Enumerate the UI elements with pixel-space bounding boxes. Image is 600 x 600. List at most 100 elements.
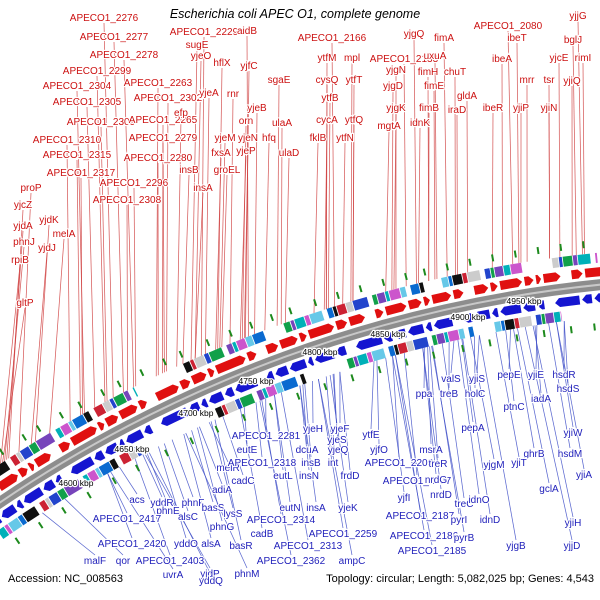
genome-tracks-layer	[0, 241, 600, 545]
feature-block	[127, 447, 139, 460]
tick-mark	[214, 425, 220, 433]
footer-accession: Accession: NC_008563	[8, 573, 123, 585]
label-connector	[146, 452, 169, 506]
gene-label-forward: tsr	[543, 75, 555, 86]
gene-arrow-reverse	[161, 407, 189, 426]
feature-block	[494, 265, 505, 278]
label-connector	[155, 87, 159, 377]
feature-block	[72, 414, 88, 429]
label-connector	[210, 421, 234, 509]
gene-arrow-forward	[17, 467, 28, 478]
label-connector	[548, 112, 551, 259]
feature-block	[55, 427, 65, 439]
label-connector	[532, 325, 574, 518]
gene-label-reverse: dcuA	[296, 445, 319, 456]
tick-mark	[559, 243, 563, 252]
feature-block	[93, 403, 107, 418]
gene-label-reverse: pepE	[497, 370, 521, 381]
feature-block	[60, 422, 73, 436]
tick-mark	[35, 425, 42, 433]
gene-label-reverse: yddQ	[199, 576, 223, 587]
gene-arrow-reverse	[0, 518, 3, 524]
label-connector	[427, 346, 432, 445]
tick-mark	[77, 401, 83, 409]
tick-mark	[58, 411, 64, 419]
gene-arrow-forward	[69, 426, 97, 446]
gene-label-forward: bglJ	[564, 35, 582, 46]
feature-block	[9, 454, 21, 466]
feature-block	[208, 347, 225, 362]
label-connector	[582, 62, 585, 255]
label-connector	[18, 192, 32, 452]
tick-mark	[350, 374, 355, 382]
label-connector	[548, 323, 571, 449]
gene-label-reverse: ppa	[416, 389, 433, 400]
feature-block	[299, 373, 307, 385]
gene-label-reverse: yjgB	[506, 541, 526, 552]
gene-label-reverse: pyrI	[451, 515, 468, 526]
gene-label-reverse: insN	[299, 471, 319, 482]
tick-mark	[61, 506, 67, 514]
gene-label-forward: yjgK	[386, 103, 406, 114]
feature-block	[44, 497, 54, 508]
feature-block	[443, 332, 450, 343]
label-connector	[64, 498, 124, 556]
gene-label-forward: ytfQ	[345, 115, 364, 126]
gene-label-forward: idnK	[410, 118, 430, 129]
feature-block	[514, 317, 520, 329]
gene-label-reverse: APECO1_2362	[257, 556, 326, 567]
gene-arrow-forward	[335, 319, 348, 330]
gene-label-forward: yjjG	[569, 11, 586, 22]
gene-label-forward: ytfT	[346, 75, 363, 86]
gene-label-reverse: nrdD	[430, 490, 452, 501]
label-connector	[0, 264, 21, 464]
gene-label-forward: APECO1_2280	[124, 153, 193, 164]
label-connector	[495, 331, 520, 458]
tick-mark	[323, 383, 328, 391]
gene-label-forward: yjeM	[214, 133, 235, 144]
gene-label-reverse: idnD	[480, 515, 501, 526]
label-connector	[450, 340, 455, 374]
gene-label-reverse: adiA	[212, 485, 232, 496]
gene-label-reverse: ptnC	[503, 402, 524, 413]
feature-block	[214, 406, 225, 418]
gene-label-reverse: gclA	[539, 484, 559, 495]
tick-mark	[491, 254, 495, 262]
label-connector	[313, 142, 319, 313]
gene-arrow-forward	[265, 342, 279, 354]
feature-block	[393, 344, 400, 355]
tick-mark	[431, 351, 436, 359]
gene-label-reverse: yjiE	[528, 370, 544, 381]
feature-block	[132, 387, 139, 397]
tick-mark	[268, 402, 274, 411]
feature-block	[232, 341, 239, 353]
feature-block	[0, 460, 11, 476]
feature-block	[500, 320, 506, 331]
gene-label-reverse: APECO1_2259	[309, 529, 378, 540]
tick-mark	[134, 464, 141, 472]
label-connector	[535, 325, 538, 370]
label-connector	[280, 392, 309, 541]
gene-label-forward: APECO1_2309	[67, 117, 136, 128]
gene-label-forward: APECO1_2305	[53, 97, 122, 108]
tick-mark	[228, 329, 233, 337]
gene-label-forward: fimH	[418, 67, 439, 78]
feature-block	[262, 387, 269, 399]
feature-block	[226, 343, 235, 355]
label-connector	[462, 338, 491, 515]
gene-label-reverse: iadA	[531, 394, 551, 405]
gene-arrow-forward	[407, 298, 422, 310]
label-connector	[474, 336, 476, 389]
feature-block	[244, 335, 255, 348]
gene-label-forward: melA	[53, 229, 76, 240]
gene-label-reverse: melR	[216, 463, 239, 474]
gene-label-reverse: hsdS	[557, 384, 580, 395]
gene-label-forward: APECO1_2310	[33, 135, 102, 146]
feature-block	[399, 286, 408, 298]
gene-label-reverse: acs	[129, 495, 145, 506]
gene-label-reverse: cadB	[251, 529, 274, 540]
gene-label-reverse: nrdG	[425, 475, 447, 486]
feature-block	[490, 267, 496, 278]
gene-label-reverse: basS	[202, 503, 225, 514]
label-connector	[501, 63, 503, 266]
